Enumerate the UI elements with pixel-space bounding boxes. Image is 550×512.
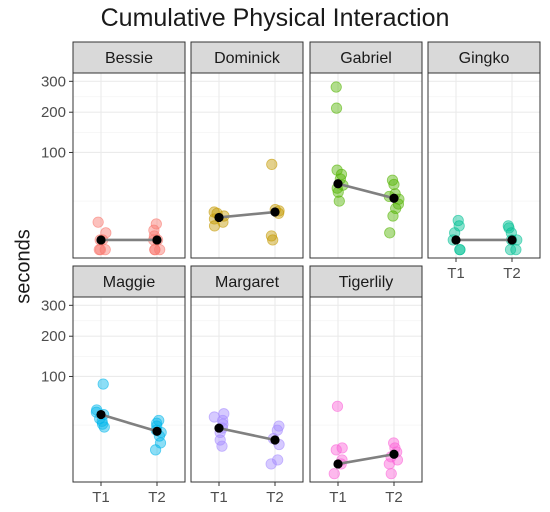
x-tick-label-gingko-t2: T2 <box>503 265 521 282</box>
data-point-margaret-t1 <box>218 408 230 420</box>
panel-background-margaret <box>191 297 303 482</box>
y-tick-label-row1-100: 100 <box>41 144 66 161</box>
data-point-bessie-t2 <box>150 218 162 230</box>
data-point-bessie-t1 <box>100 227 112 239</box>
facet-strip-bessie <box>72 41 186 74</box>
data-point-bessie-t2 <box>149 244 161 256</box>
facet-label-dominick: Dominick <box>214 50 281 67</box>
mean-line-gabriel <box>337 182 395 200</box>
mean-point-margaret-t1 <box>214 423 224 433</box>
mean-point-bessie-t1 <box>96 235 106 245</box>
data-point-bessie-t2 <box>148 224 160 236</box>
mean-line-margaret <box>218 426 276 442</box>
x-tick-label-tigerlily-t2: T2 <box>385 489 403 506</box>
facet-label-margaret: Margaret <box>215 274 280 291</box>
data-point-margaret-t2 <box>265 458 277 470</box>
data-point-gabriel-t1 <box>331 164 343 176</box>
data-point-dominick-t2 <box>267 234 279 246</box>
data-point-tigerlily-t1 <box>331 400 344 412</box>
panel-border-gingko <box>427 72 541 259</box>
data-point-tigerlily-t2 <box>385 468 397 480</box>
panel-background-maggie <box>73 297 185 482</box>
facet-strip-gingko <box>427 41 541 74</box>
y-tick-label-row1-300: 300 <box>41 73 66 90</box>
panel-background-bessie <box>73 73 185 258</box>
data-point-bessie-t1 <box>94 244 107 256</box>
mean-point-dominick-t2 <box>270 207 280 217</box>
panel-border-dominick <box>190 72 304 259</box>
y-tick-label-row2-100: 100 <box>41 368 66 385</box>
x-tick-label-maggie-t1: T1 <box>92 489 110 506</box>
mean-point-maggie-t1 <box>96 409 106 420</box>
x-tick-label-tigerlily-t1: T1 <box>329 489 347 506</box>
data-point-tigerlily-t2 <box>388 437 400 449</box>
panel-border-bessie <box>72 72 186 259</box>
data-point-tigerlily-t1 <box>328 468 340 480</box>
facet-strip-maggie <box>72 265 186 298</box>
mean-line-tigerlily <box>337 452 395 466</box>
facet-label-bessie: Bessie <box>105 50 153 67</box>
panel-background-gingko <box>428 73 540 258</box>
y-tick-label-row2-300: 300 <box>41 297 66 314</box>
panel-background-dominick <box>191 73 303 258</box>
mean-point-tigerlily-t2 <box>389 449 399 459</box>
mean-line-maggie <box>100 413 158 433</box>
y-tick-label-row2-200: 200 <box>41 328 66 345</box>
data-point-gingko-t1 <box>452 214 464 227</box>
data-point-gabriel-t2 <box>388 178 400 191</box>
facet-label-tigerlily: Tigerlily <box>339 274 394 291</box>
panel-border-maggie <box>72 296 186 483</box>
data-point-dominick-t2 <box>265 230 278 242</box>
data-point-gabriel-t1 <box>335 168 348 180</box>
mean-point-gabriel-t1 <box>333 179 343 189</box>
data-point-gingko-t2 <box>510 244 522 256</box>
panel-border-tigerlily <box>309 296 423 483</box>
panel-background-tigerlily <box>310 297 422 482</box>
x-tick-label-gingko-t1: T1 <box>447 265 465 282</box>
facet-strip-margaret <box>190 265 304 298</box>
facet-strip-gabriel <box>309 41 423 74</box>
mean-point-bessie-t2 <box>152 235 162 245</box>
panel-background-gabriel <box>310 73 422 258</box>
x-tick-label-margaret-t1: T1 <box>210 489 228 506</box>
mean-point-margaret-t2 <box>270 435 280 445</box>
data-point-gabriel-t1 <box>330 81 342 93</box>
mean-point-gingko-t2 <box>507 235 517 245</box>
y-tick-label-row1-200: 200 <box>41 104 66 121</box>
data-point-gabriel-t2 <box>386 174 399 186</box>
data-point-maggie-t1 <box>97 378 109 390</box>
data-point-gabriel-t1 <box>330 102 343 114</box>
mean-line-dominick <box>218 210 276 219</box>
mean-point-dominick-t1 <box>214 212 224 223</box>
facet-label-maggie: Maggie <box>103 274 156 291</box>
chart-title: Cumulative Physical Interaction <box>100 4 450 32</box>
data-point-margaret-t1 <box>208 411 220 423</box>
facet-label-gabriel: Gabriel <box>340 50 392 67</box>
panel-border-gabriel <box>309 72 423 259</box>
data-point-margaret-t2 <box>273 420 285 432</box>
data-point-tigerlily-t1 <box>336 442 348 454</box>
data-point-gingko-t2 <box>502 220 514 232</box>
mean-point-gingko-t1 <box>451 235 461 245</box>
panel-border-margaret <box>190 296 304 483</box>
data-point-gabriel-t1 <box>333 195 345 207</box>
mean-point-maggie-t2 <box>152 426 162 436</box>
data-point-gabriel-t2 <box>384 227 396 239</box>
data-point-margaret-t1 <box>216 440 228 452</box>
facet-label-gingko: Gingko <box>459 50 510 67</box>
x-tick-label-margaret-t2: T2 <box>266 489 284 506</box>
mean-point-tigerlily-t1 <box>333 459 343 469</box>
mean-point-gabriel-t2 <box>389 193 399 203</box>
data-point-dominick-t2 <box>266 158 278 170</box>
data-point-bessie-t1 <box>92 216 104 228</box>
data-point-maggie-t2 <box>153 414 165 427</box>
facet-strip-dominick <box>190 41 304 74</box>
x-tick-label-maggie-t2: T2 <box>148 489 166 506</box>
data-point-margaret-t2 <box>272 454 284 466</box>
data-point-gingko-t1 <box>454 244 466 256</box>
